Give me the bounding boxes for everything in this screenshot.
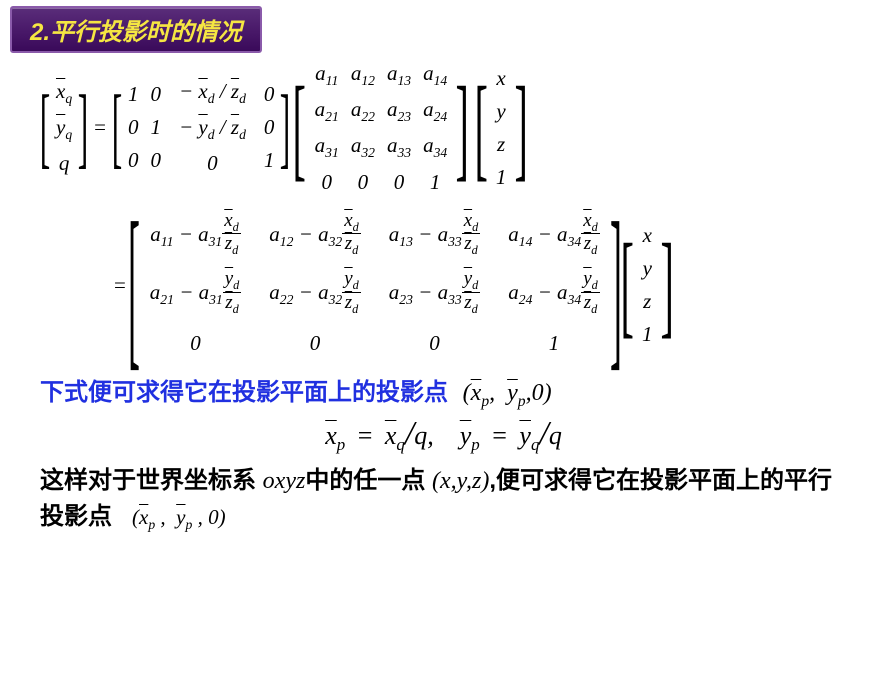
bracket: [	[293, 85, 306, 171]
text1-math: (xp, yp,0)	[463, 380, 552, 406]
banner-number: 2.	[30, 19, 50, 46]
bigM-c1: a11 − a31xdzd a21 − a31ydzd 0	[136, 207, 255, 365]
bracket: ]	[515, 85, 528, 171]
bracket: [	[128, 221, 140, 351]
text2-point: (x,y,z)	[432, 468, 489, 494]
eq1-row: [ xq yq q ] = [ 100 010 − xd / zd − yd /…	[40, 57, 847, 199]
bigM-c3: a13 − a33xdzd a23 − a33ydzd 0	[375, 207, 494, 365]
bigM-c4: a14 − a34xdzd a24 − a34ydzd 1	[494, 207, 613, 365]
bracket: [	[40, 94, 50, 162]
matB-c4: a14a24a341	[417, 57, 453, 199]
matA-c2: 010	[144, 78, 167, 177]
equals: =	[94, 115, 106, 140]
eq3: xp = xq/q, yp = yq/q	[0, 415, 877, 455]
lhs-vector: xq yq q	[50, 75, 78, 180]
matB-c3: a13a23a330	[381, 57, 417, 199]
banner-title: 平行投影时的情况	[50, 19, 242, 46]
bracket: ]	[78, 94, 88, 162]
equation-block-1: [ xq yq q ] = [ 100 010 − xd / zd − yd /…	[0, 53, 877, 364]
bracket: [	[112, 94, 122, 162]
vec-xyz1: xyz1	[490, 62, 513, 194]
section-banner: 2.平行投影时的情况	[10, 6, 262, 53]
bracket: ]	[456, 85, 469, 171]
text2-math: (xp , yp , 0)	[132, 505, 226, 529]
matA-c1: 100	[122, 78, 145, 177]
matB-c2: a12a22a320	[345, 57, 381, 199]
equals: =	[114, 273, 126, 298]
bracket: ]	[280, 94, 290, 162]
bracket: [	[474, 85, 487, 171]
text2-part2: 中的任一点	[305, 467, 432, 494]
bracket: ]	[661, 242, 674, 328]
bigM-c2: a12 − a32xdzd a22 − a32ydzd 0	[255, 207, 374, 365]
matA-c4: 001	[258, 78, 281, 177]
text2-frame: oxyz	[263, 468, 306, 494]
vec-xyz1-b: xyz1	[636, 219, 659, 351]
text-line-2: 这样对于世界坐标系 oxyz中的任一点 (x,y,z),便可求得它在投影平面上的…	[40, 463, 837, 536]
text-line-1: 下式便可求得它在投影平面上的投影点 (xp, yp,0)	[40, 372, 877, 411]
text1-zh: 下式便可求得它在投影平面上的投影点	[40, 379, 448, 406]
matA-c3: − xd / zd − yd / zd 0	[167, 75, 258, 180]
text2-part1: 这样对于世界坐标系	[40, 467, 263, 494]
bracket: [	[620, 242, 633, 328]
matB-c1: a11a21a310	[309, 57, 345, 199]
eq2-row: = [ a11 − a31xdzd a21 − a31ydzd 0 a12 − …	[108, 207, 847, 365]
